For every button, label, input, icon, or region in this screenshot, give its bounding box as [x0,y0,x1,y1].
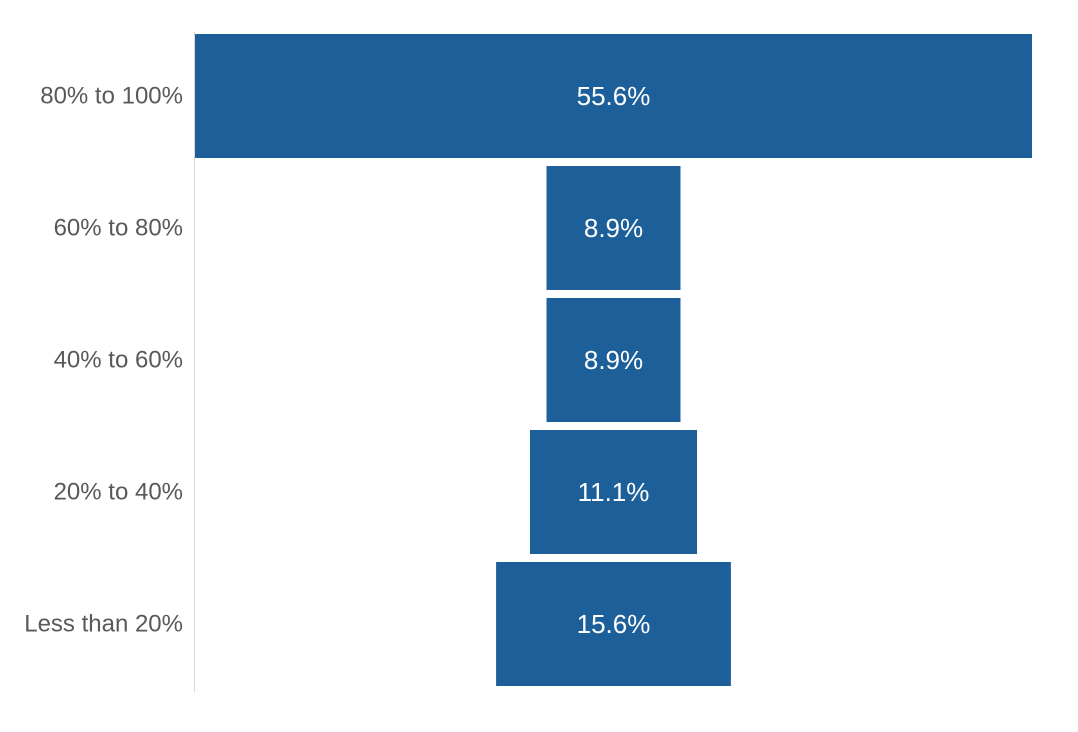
data-label-4: 15.6% [577,609,651,639]
bar-3 [529,430,698,554]
data-labels: 55.6% 8.9% 8.9% 11.1% 15.6% [577,81,651,639]
bar-group [195,34,1032,686]
data-label-3: 11.1% [578,477,650,507]
category-label-1: 60% to 80% [54,215,183,242]
bar-0 [195,34,1032,158]
category-label-4: Less than 20% [24,611,183,638]
category-label-2: 40% to 60% [54,347,183,374]
data-label-2: 8.9% [584,345,643,375]
category-labels: 80% to 100% 60% to 80% 40% to 60% 20% to 40… [24,83,183,638]
data-label-1: 8.9% [584,213,643,243]
category-label-0: 80% to 100% [40,83,183,110]
bar-1 [546,166,681,290]
bar-2 [546,298,681,422]
data-label-0: 55.6% [577,81,651,111]
category-label-3: 20% to 40% [54,479,183,506]
bar-4 [496,562,731,686]
